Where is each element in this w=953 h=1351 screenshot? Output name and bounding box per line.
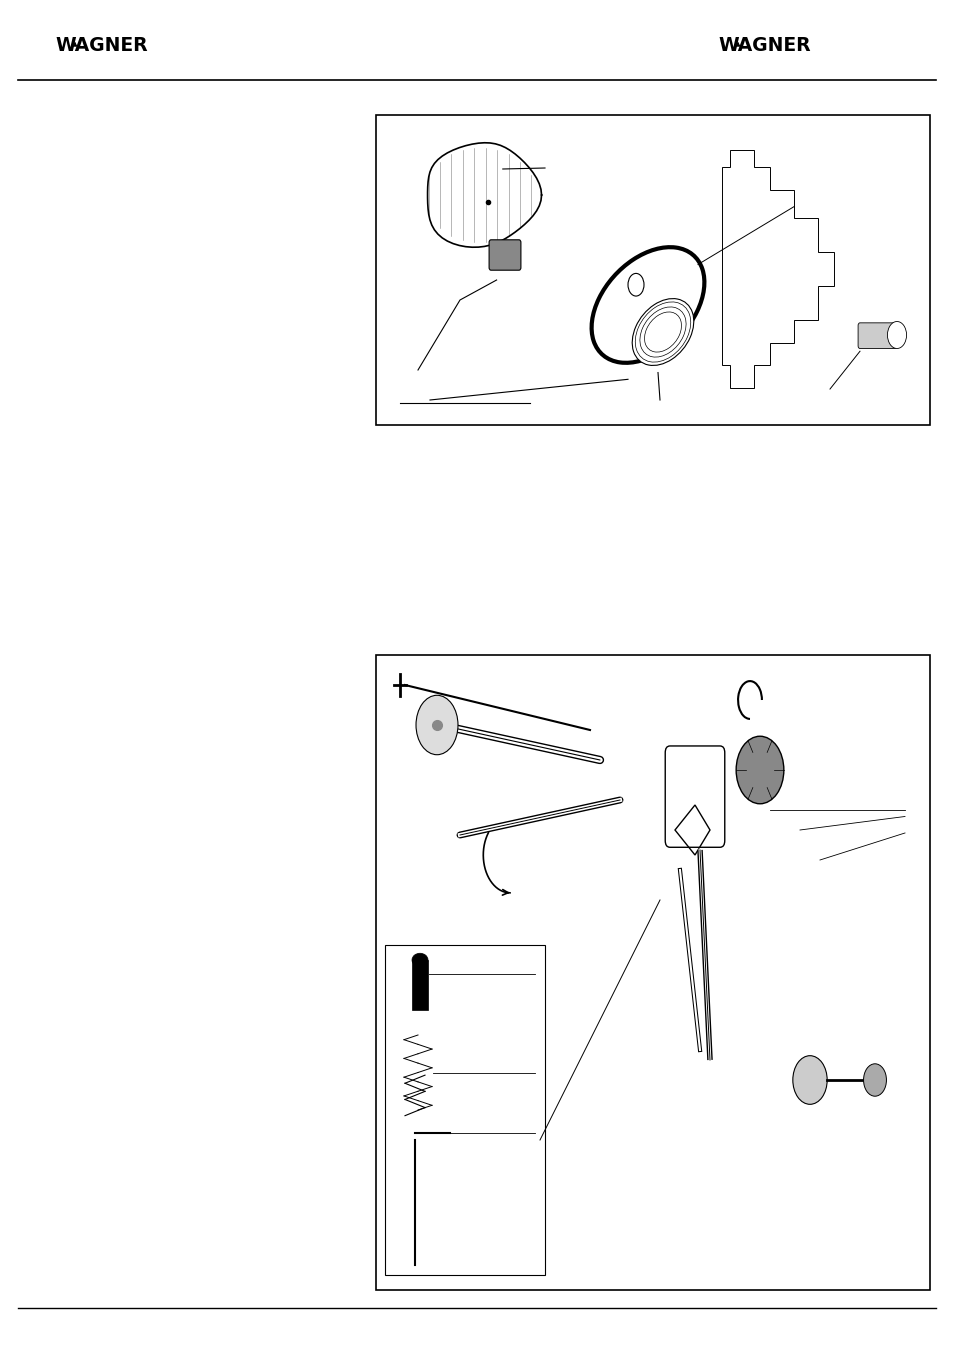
Text: WAGNER: WAGNER xyxy=(718,36,810,55)
Bar xyxy=(412,961,428,1011)
Circle shape xyxy=(792,1055,826,1104)
Ellipse shape xyxy=(412,954,428,967)
Bar xyxy=(375,115,929,426)
Circle shape xyxy=(862,1063,885,1096)
Circle shape xyxy=(736,736,783,804)
Circle shape xyxy=(886,322,905,349)
FancyBboxPatch shape xyxy=(857,323,896,349)
Ellipse shape xyxy=(632,299,693,366)
Circle shape xyxy=(416,696,457,755)
Bar xyxy=(375,655,929,1290)
Text: WAGNER: WAGNER xyxy=(55,36,148,55)
FancyBboxPatch shape xyxy=(489,239,520,270)
Bar xyxy=(385,944,544,1275)
FancyBboxPatch shape xyxy=(664,746,724,847)
